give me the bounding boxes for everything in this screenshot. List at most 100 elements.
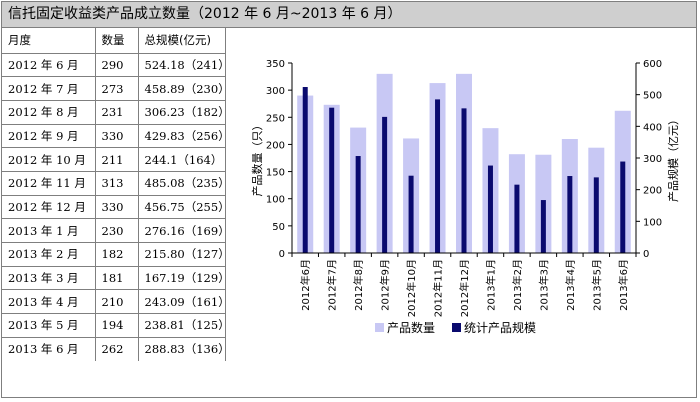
cell-scale: 238.81（125） (138, 313, 226, 338)
cell-scale: 458.89（230） (138, 76, 226, 101)
bar-product-scale (540, 200, 546, 253)
legend-swatch-count (375, 323, 384, 332)
cell-scale: 167.19（129） (138, 266, 226, 291)
left-tick-label: 300 (266, 86, 285, 97)
header-scale: 总规模(亿元) (138, 28, 226, 54)
cell-count: 230 (95, 218, 139, 243)
figure-title: 信托固定收益类产品成立数量（2012 年 6 月~2013 年 6 月） (2, 2, 696, 28)
left-tick-label: 250 (266, 113, 285, 124)
cell-month: 2012 年 9 月 (2, 124, 96, 149)
cell-month: 2012 年 8 月 (2, 100, 96, 125)
left-tick-label: 150 (266, 168, 285, 179)
cell-scale: 276.16（169） (138, 218, 226, 243)
cell-count: 313 (95, 171, 139, 196)
header-count: 数量 (95, 28, 139, 54)
cell-count: 273 (95, 76, 139, 101)
bar-product-scale (487, 165, 493, 253)
bar-product-scale (593, 177, 599, 253)
cell-count: 211 (95, 147, 139, 172)
left-tick-label: 0 (279, 249, 285, 260)
data-table: 月度 数量 总规模(亿元) 2012 年 6 月 290 524.18（241） 20… (2, 28, 226, 361)
legend-label-scale: 统计产品规模 (464, 320, 536, 335)
cell-month: 2013 年 5 月 (2, 313, 96, 338)
cell-count: 194 (95, 313, 139, 338)
cell-month: 2013 年 2 月 (2, 242, 96, 267)
cell-scale: 524.18（241） (138, 53, 226, 78)
cell-scale: 485.08（235） (138, 171, 226, 196)
left-tick-label: 50 (272, 222, 285, 233)
cell-scale: 288.83（136） (138, 337, 226, 361)
table-row: 2012 年 6 月 290 524.18（241） (2, 53, 226, 78)
x-tick-label: 2013年5月 (590, 259, 603, 311)
table-row: 2013 年 1 月 230 276.16（169） (2, 218, 226, 243)
right-tick-label: 100 (643, 217, 662, 228)
cell-month: 2013 年 6 月 (2, 337, 96, 361)
x-tick-label: 2013年6月 (617, 259, 630, 311)
cell-month: 2012 年 6 月 (2, 53, 96, 78)
cell-month: 2012 年 7 月 (2, 76, 96, 101)
bar-product-scale (408, 175, 414, 253)
cell-month: 2012 年 10 月 (2, 147, 96, 172)
cell-count: 231 (95, 100, 139, 125)
cell-count: 290 (95, 53, 139, 78)
right-tick-label: 0 (643, 249, 649, 260)
table-row: 2013 年 5 月 194 238.81（125） (2, 313, 226, 338)
x-tick-label: 2012年11月 (432, 259, 445, 317)
bar-product-scale (435, 99, 441, 254)
cell-count: 262 (95, 337, 139, 361)
table-row: 2013 年 4 月 210 243.09（161） (2, 289, 226, 315)
cell-month: 2013 年 4 月 (2, 289, 96, 315)
x-tick-label: 2013年3月 (537, 259, 550, 311)
right-tick-label: 600 (643, 59, 662, 70)
right-tick-label: 200 (643, 186, 662, 197)
bar-product-scale (620, 161, 626, 253)
left-tick-label: 200 (266, 140, 285, 151)
right-tick-label: 500 (643, 91, 662, 102)
x-tick-label: 2013年1月 (484, 259, 497, 311)
cell-count: 330 (95, 124, 139, 149)
cell-scale: 306.23（182） (138, 100, 226, 125)
right-tick-label: 300 (643, 154, 662, 165)
table-row: 2013 年 2 月 182 215.80（127） (2, 242, 226, 267)
cell-month: 2012 年 11 月 (2, 171, 96, 196)
bar-product-scale (355, 156, 361, 253)
cell-count: 182 (95, 242, 139, 267)
x-tick-label: 2012年8月 (352, 259, 365, 311)
table-row: 2012 年 10 月 211 244.1（164） (2, 147, 226, 172)
left-tick-label: 100 (266, 195, 285, 206)
table-row: 2012 年 11 月 313 485.08（235） (2, 171, 226, 196)
table-header-row: 月度 数量 总规模(亿元) (2, 28, 226, 54)
legend-swatch-scale (452, 323, 461, 332)
table-row: 2012 年 12 月 330 456.75（255） (2, 195, 226, 220)
x-tick-label: 2012年7月 (326, 259, 339, 311)
left-tick-label: 350 (266, 59, 285, 70)
chart-area: 0 50 100 150 200 250 300 350 0 100 200 300 400 500 600… (225, 28, 698, 398)
y2-axis-title: 产品规模（亿元） (666, 114, 680, 202)
cell-month: 2013 年 3 月 (2, 266, 96, 291)
cell-count: 181 (95, 266, 139, 291)
y-axis-title: 产品数量（只） (250, 120, 264, 197)
header-month: 月度 (2, 28, 96, 54)
bar-chart: 0 50 100 150 200 250 300 350 0 100 200 300 400 500 600… (250, 59, 680, 335)
x-tick-label: 2012年10月 (405, 259, 418, 317)
x-tick-label: 2013年2月 (511, 259, 524, 311)
bar-product-scale (382, 116, 388, 253)
cell-month: 2012 年 12 月 (2, 195, 96, 220)
x-tick-label: 2012年6月 (299, 259, 312, 311)
cell-scale: 244.1（164） (138, 147, 226, 172)
table-row: 2013 年 3 月 181 167.19（129） (2, 266, 226, 291)
cell-scale: 456.75（255） (138, 195, 226, 220)
table-row: 2012 年 9 月 330 429.83（256） (2, 124, 226, 149)
table-row: 2012 年 7 月 273 458.89（230） (2, 76, 226, 101)
legend-label-count: 产品数量 (387, 320, 435, 335)
table-row: 2012 年 8 月 231 306.23（182） (2, 100, 226, 125)
bar-product-scale (461, 108, 467, 253)
x-tick-label: 2012年12月 (458, 259, 471, 317)
cell-count: 210 (95, 289, 139, 315)
x-tick-label: 2013年4月 (564, 259, 577, 311)
cell-count: 330 (95, 195, 139, 220)
cell-scale: 429.83（256） (138, 124, 226, 149)
bar-product-scale (329, 107, 335, 253)
table-row: 2013 年 6 月 262 288.83（136） (2, 337, 226, 361)
